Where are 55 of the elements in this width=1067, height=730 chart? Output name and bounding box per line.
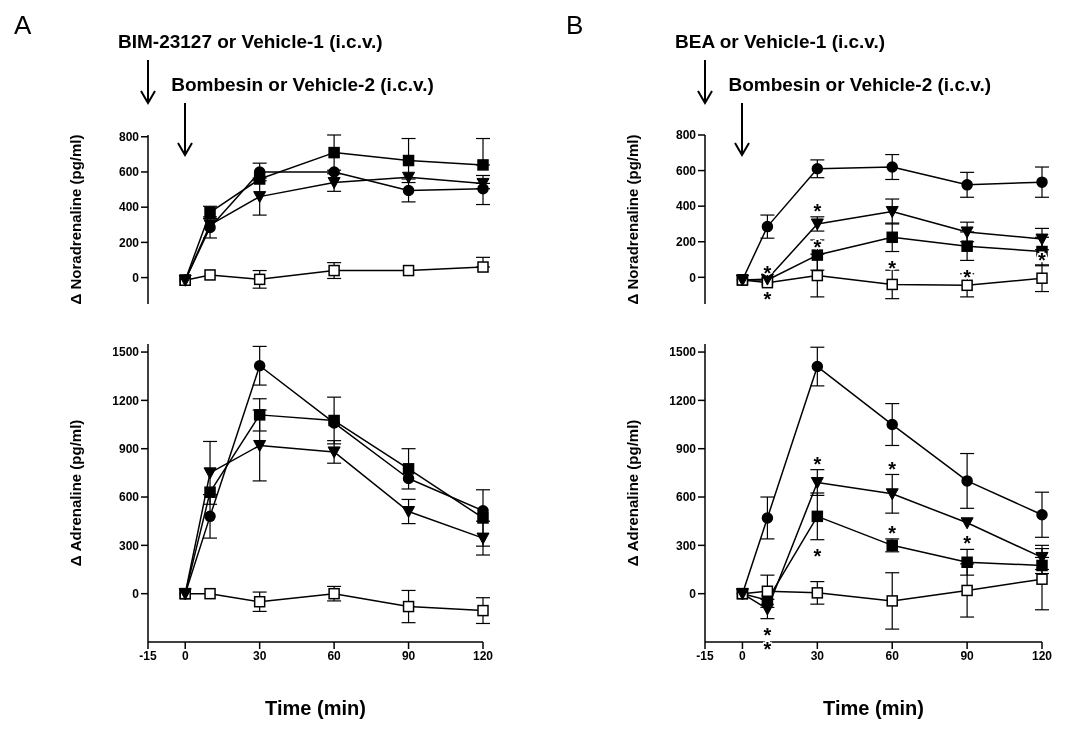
annotation: * <box>813 452 822 475</box>
x-tick-label: 30 <box>810 648 825 663</box>
text: BEA or Vehicle-1 (i.c.v.) <box>675 31 886 53</box>
x-axis-title: Time (min) <box>823 697 924 719</box>
x-tick-label: 30 <box>252 648 267 663</box>
chart-title: B <box>566 10 584 41</box>
x-tick-label: 0 <box>181 648 189 663</box>
y-tick-label: 0 <box>132 586 140 601</box>
annotation: * <box>888 522 897 545</box>
y-tick-label: 600 <box>118 490 140 505</box>
x-tick-label: -15 <box>696 648 714 663</box>
y-tick-label: 1200 <box>669 393 697 408</box>
y-tick-label: 200 <box>675 235 697 249</box>
y-tick-label: 400 <box>118 200 140 215</box>
y-axis-title: Δ Noradrenaline (pg/ml) <box>67 134 85 305</box>
y-axis-title: Δ Adrenaline (pg/ml) <box>624 419 642 567</box>
annotation: * <box>813 544 822 567</box>
y-tick-label: 0 <box>689 586 697 601</box>
y-tick-label: 1500 <box>112 345 140 360</box>
y-tick-label: 600 <box>675 163 697 178</box>
annotation: * <box>963 532 972 555</box>
y-tick-label: 300 <box>118 538 140 553</box>
y-tick-label: 900 <box>118 441 140 456</box>
y-tick-label: 400 <box>675 199 697 214</box>
x-tick-label: 120 <box>472 648 494 663</box>
y-axis-title: Δ Noradrenaline (pg/ml) <box>624 134 642 305</box>
y-axis-title: Δ Adrenaline (pg/ml) <box>67 419 85 567</box>
x-tick-label: 90 <box>960 648 975 663</box>
x-axis-title: Time (min) <box>265 697 366 719</box>
x-tick-label: 60 <box>885 648 900 663</box>
y-tick-label: 900 <box>675 441 697 456</box>
annotation: * <box>763 287 772 310</box>
y-tick-label: 0 <box>132 270 140 285</box>
annotation: * <box>813 199 822 222</box>
x-tick-label: 60 <box>327 648 342 663</box>
y-tick-label: 1200 <box>112 393 140 408</box>
y-tick-label: 300 <box>675 538 697 553</box>
y-tick-label: 800 <box>675 128 697 143</box>
chart-title: A <box>14 10 32 41</box>
text: Bombesin or Vehicle-2 (i.c.v.) <box>728 74 991 96</box>
y-tick-label: 1500 <box>669 345 697 360</box>
annotation: * <box>763 262 772 285</box>
annotation: * <box>888 457 897 480</box>
x-tick-label: -15 <box>139 648 157 663</box>
annotation: * <box>888 256 897 279</box>
x-tick-label: 0 <box>739 648 747 663</box>
text: BIM-23127 or Vehicle-1 (i.c.v.) <box>118 31 383 53</box>
text: Bombesin or Vehicle-2 (i.c.v.) <box>171 74 434 96</box>
y-tick-label: 600 <box>675 490 697 505</box>
x-tick-label: 90 <box>401 648 416 663</box>
y-tick-label: 800 <box>118 130 140 145</box>
x-tick-label: 120 <box>1031 648 1053 663</box>
y-tick-label: 0 <box>689 270 697 285</box>
y-tick-label: 600 <box>118 165 140 180</box>
y-tick-label: 200 <box>118 235 140 250</box>
